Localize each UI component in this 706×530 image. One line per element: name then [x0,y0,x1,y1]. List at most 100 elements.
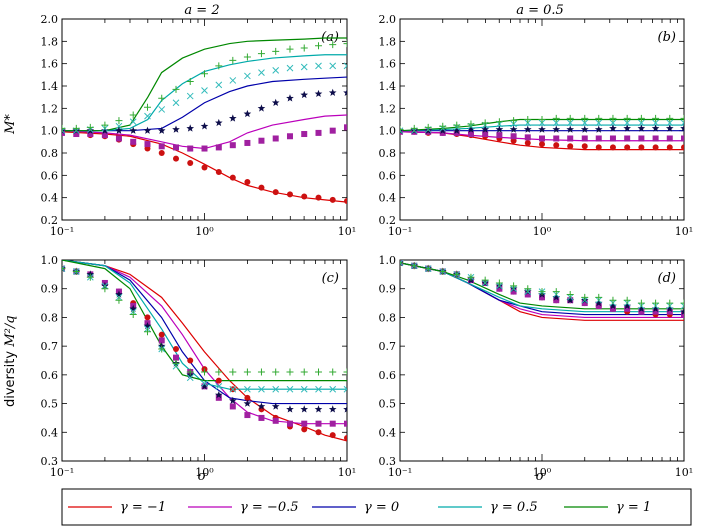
y-tick-label: 0.6 [379,369,397,382]
sim-point-gm05 [581,300,588,307]
sim-point-g1 [115,296,123,304]
sim-point-gm05 [624,305,631,312]
sim-point-g1 [510,282,518,290]
sim-point-g1 [680,114,684,122]
sim-point-gm1 [581,143,588,150]
sim-point-g0 [328,405,337,413]
sim-point-g05 [229,77,237,84]
sim-point-g05 [158,106,166,113]
plot-area-b [400,114,684,151]
sim-point-gm05 [215,144,222,151]
panel-label-d: (d) [658,271,676,286]
sim-point-gm1 [244,179,251,186]
sim-point-g05 [115,122,123,130]
sim-point-g0 [637,304,646,313]
sim-point-gm05 [286,420,293,427]
sim-point-gm05 [595,302,602,309]
x-tick-label: 10¹ [338,466,356,479]
x-tick-label: 10⁻¹ [388,466,412,479]
sim-point-gm05 [258,414,265,421]
sim-point-gm05 [344,420,347,427]
sim-point-gm1 [286,191,293,198]
sim-point-g1 [272,47,280,55]
legend-label: γ = 0 [364,500,399,515]
sim-point-gm05 [638,308,645,315]
sim-point-g1 [286,368,294,376]
sim-point-gm05 [286,133,293,140]
sim-point-g0 [143,126,152,134]
sim-point-g1 [566,114,574,122]
sim-point-g0 [200,382,209,390]
y-tick-label: 1.2 [41,102,59,115]
sim-point-gm05 [510,288,517,295]
sim-point-gm05 [301,420,308,427]
sim-point-g1 [538,288,546,296]
sim-point-gm1 [215,377,222,384]
sim-point-g1 [538,116,546,123]
sim-point-gm1 [301,426,308,433]
x-tick-label: 10⁰ [195,466,214,479]
sim-point-g1 [652,114,660,122]
y-tick-label: 0.5 [379,398,397,411]
sim-point-g1 [172,85,180,93]
sim-point-gm1 [173,346,180,353]
sim-point-gm05 [652,308,659,315]
sim-point-g0 [314,405,323,413]
sim-point-gm05 [539,294,545,301]
x-tick-label: 10⁰ [195,225,214,238]
sim-point-gm1 [539,141,545,148]
sim-point-g1 [495,279,503,287]
sim-point-g05 [652,119,659,127]
y-tick-label: 1.6 [41,58,59,71]
sim-point-gm05 [453,129,460,136]
y-tick-label: 0.8 [41,311,59,324]
panel-d: 10⁻¹ 10⁰ 10¹ 0.3 0.4 0.5 0.6 0.7 0.8 0.9 1.0 (d) [379,254,694,479]
sim-point-gm05 [609,305,616,312]
sim-point-gm1 [524,139,531,146]
sim-point-g1 [243,368,251,376]
legend-item: γ = 0 [312,500,399,515]
sim-point-gm05 [638,135,645,142]
legend-item: γ = −0.5 [188,500,299,515]
sim-point-g0 [186,124,195,132]
sim-point-gm05 [595,135,602,142]
panel-a: 10⁻¹ 10⁰ 10¹ 0.2 0.4 0.6 0.8 1.0 1.2 1.4 1.6 1.8 2.0… [41,13,357,238]
sim-point-gm05 [344,124,347,131]
y-tick-label: 0.4 [41,192,59,205]
sim-point-g1 [62,124,66,132]
sim-point-g1 [300,44,308,52]
sim-point-g05 [623,119,631,127]
theory-line-g0 [62,76,347,132]
sim-point-gm05 [258,137,265,144]
sim-point-gm05 [496,132,503,139]
sim-point-g05 [343,385,347,393]
sim-point-gm05 [681,135,684,142]
sim-point-g0 [637,124,646,132]
panel-label-c: (c) [322,271,339,286]
legend-label: γ = 0.5 [490,500,538,515]
sim-point-g05 [329,385,337,393]
y-tick-label: 1.2 [379,102,397,115]
sim-point-g1 [666,299,674,307]
sim-point-g05 [581,119,589,127]
sim-point-gm05 [666,135,673,142]
sim-point-gm1 [244,394,251,401]
sim-point-g05 [201,87,208,94]
y-tick-label: 0.6 [379,169,397,182]
sim-point-g0 [552,125,561,133]
sim-point-gm1 [187,357,194,364]
sim-point-g0 [215,118,223,127]
sim-point-g0 [271,402,280,410]
sim-point-g1 [524,285,532,293]
y-tick-label: 1.8 [41,35,59,48]
panel-c: 10⁻¹ 10⁰ 10¹ 0.3 0.4 0.5 0.6 0.7 0.8 0.9 1.0 (c) [41,254,357,479]
sim-point-gm1 [553,142,560,149]
sim-point-g1 [595,293,603,301]
sim-point-g1 [566,290,574,298]
sim-point-g0 [271,98,280,106]
y-tick-label: 0.7 [41,340,59,353]
x-tick-label: 10¹ [338,225,356,238]
y-tick-label: 0.8 [379,311,397,324]
sim-point-gm05 [496,285,503,292]
sim-point-gm05 [524,134,531,141]
